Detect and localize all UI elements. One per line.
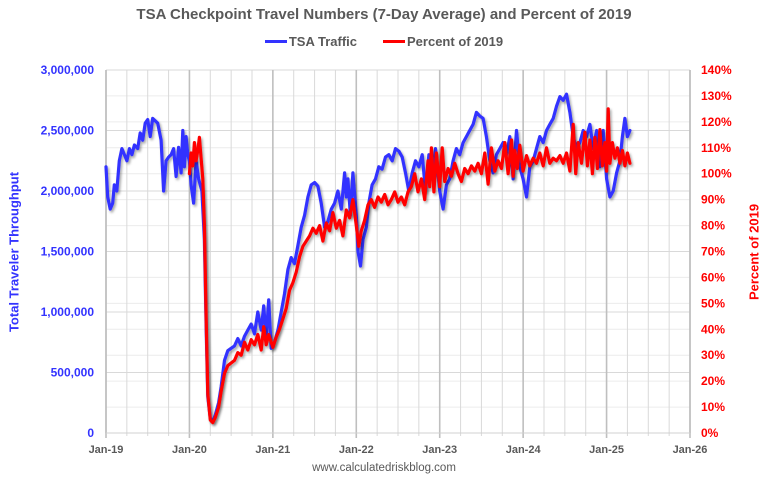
legend-swatch-blue-icon [264, 40, 287, 43]
svg-text:110%: 110% [701, 141, 731, 155]
legend-swatch-red-icon [383, 40, 406, 43]
svg-text:1,000,000: 1,000,000 [41, 305, 95, 319]
svg-text:140%: 140% [701, 63, 732, 77]
y-axis-left-ticks: 0 500,000 1,000,000 1,500,000 2,000,000 2,500… [41, 63, 95, 440]
svg-text:500,000: 500,000 [51, 366, 95, 380]
y-axis-right-label: Percent of 2019 [746, 203, 762, 301]
y-axis-left-label: Total Traveler Throughput [6, 171, 22, 333]
svg-text:0: 0 [87, 426, 94, 440]
x-axis-ticks: Jan-19 Jan-20 Jan-21 Jan-22 Jan-23 Jan-24 Jan-… [89, 444, 708, 456]
series-line-percent-of-2019 [187, 107, 632, 425]
y-axis-right-ticks: 0% 10% 20% 30% 40% 50% 60% 70% 80% 90% 100% 110% 120… [701, 63, 732, 440]
legend-item-percent-2019: Percent of 2019 [383, 34, 503, 49]
chart-title: TSA Checkpoint Travel Numbers (7-Day Ave… [136, 6, 632, 23]
svg-text:2,000,000: 2,000,000 [41, 184, 95, 198]
gridlines [105, 69, 691, 438]
svg-text:2,500,000: 2,500,000 [41, 124, 95, 138]
svg-text:Jan-24: Jan-24 [506, 444, 542, 456]
svg-text:120%: 120% [701, 115, 732, 129]
svg-text:100%: 100% [701, 167, 732, 181]
svg-text:0%: 0% [701, 426, 719, 440]
svg-text:40%: 40% [701, 322, 725, 336]
svg-text:1,500,000: 1,500,000 [41, 245, 95, 259]
svg-text:50%: 50% [701, 296, 725, 310]
svg-text:Jan-25: Jan-25 [589, 444, 624, 456]
svg-text:60%: 60% [701, 270, 725, 284]
legend: TSA Traffic Percent of 2019 [0, 34, 768, 49]
series-lines [104, 92, 632, 425]
svg-text:90%: 90% [701, 193, 725, 207]
svg-text:Jan-23: Jan-23 [422, 444, 457, 456]
svg-text:130%: 130% [701, 89, 732, 103]
svg-text:10%: 10% [701, 400, 725, 414]
svg-text:70%: 70% [701, 245, 725, 259]
svg-text:Jan-22: Jan-22 [339, 444, 374, 456]
svg-text:Jan-19: Jan-19 [89, 444, 124, 456]
svg-text:20%: 20% [701, 374, 725, 388]
svg-text:80%: 80% [701, 219, 725, 233]
svg-text:30%: 30% [701, 348, 725, 362]
series-line-tsa-traffic [104, 92, 632, 424]
legend-label: TSA Traffic [288, 34, 358, 49]
legend-label: Percent of 2019 [407, 34, 504, 49]
legend-item-tsa-traffic: TSA Traffic [264, 34, 358, 49]
svg-text:Jan-20: Jan-20 [172, 444, 207, 456]
svg-text:Jan-26: Jan-26 [673, 444, 708, 456]
svg-text:Jan-21: Jan-21 [255, 444, 290, 456]
source-credit: www.calculatedriskblog.com [312, 462, 456, 474]
svg-text:3,000,000: 3,000,000 [41, 63, 95, 77]
